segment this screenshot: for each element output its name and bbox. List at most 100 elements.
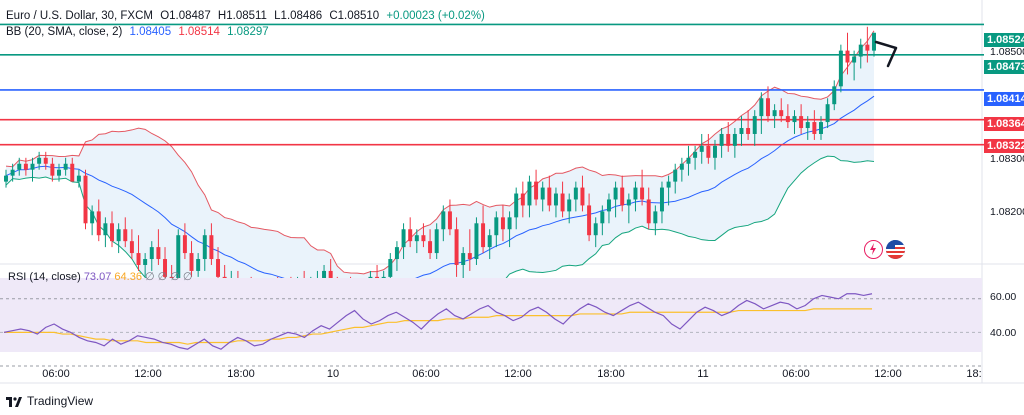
candle-body bbox=[123, 229, 128, 242]
candle-body bbox=[196, 259, 201, 271]
candle-body bbox=[587, 205, 592, 236]
price-axis-label: 1.08500 bbox=[990, 46, 1024, 58]
price-badge-support-2: 1.08322 bbox=[984, 139, 1024, 153]
candle-body bbox=[792, 116, 797, 123]
bb-upper-value: 1.08514 bbox=[178, 26, 220, 38]
candle-body bbox=[872, 32, 876, 51]
candle-body bbox=[50, 163, 55, 176]
candle-body bbox=[805, 122, 810, 129]
candle-body bbox=[4, 175, 8, 182]
candle-body bbox=[825, 104, 830, 123]
rsi-axis-label: 40.00 bbox=[990, 327, 1017, 339]
rsi-band bbox=[0, 278, 982, 352]
price-badge-resistance: 1.08473 bbox=[984, 60, 1024, 74]
candle-body bbox=[447, 211, 452, 230]
candle-body bbox=[560, 193, 565, 212]
candle-body bbox=[37, 157, 42, 164]
candle-body bbox=[136, 253, 141, 265]
candle-body bbox=[567, 199, 572, 212]
candle-body bbox=[772, 110, 777, 117]
candle-body bbox=[129, 241, 134, 254]
candle-body bbox=[401, 229, 406, 248]
candle-body bbox=[540, 187, 545, 200]
candle-body bbox=[149, 247, 154, 260]
candle-body bbox=[799, 116, 804, 129]
time-axis-label: 06:00 bbox=[42, 368, 70, 380]
time-axis-label: 06:00 bbox=[412, 368, 440, 380]
candle-body bbox=[613, 187, 618, 200]
candle-body bbox=[110, 223, 115, 242]
candle-body bbox=[481, 223, 486, 248]
candle-body bbox=[434, 229, 439, 254]
bb-fill bbox=[6, 30, 874, 324]
candle-body bbox=[746, 128, 751, 134]
rsi-axis-label: 60.00 bbox=[990, 291, 1017, 303]
time-axis-label: 10 bbox=[326, 368, 340, 380]
candle-body bbox=[494, 217, 499, 236]
candle-body bbox=[23, 163, 28, 170]
candle-body bbox=[487, 235, 492, 248]
price-badge-top: 1.08524 bbox=[984, 33, 1024, 47]
candle-body bbox=[520, 193, 525, 206]
candle-body bbox=[852, 56, 857, 63]
rsi-value: 73.07 bbox=[83, 271, 112, 283]
bb-lower-value: 1.08297 bbox=[227, 26, 269, 38]
time-axis-label: 18:00 bbox=[227, 368, 255, 380]
candle-body bbox=[454, 229, 459, 265]
time-axis-label: 11 bbox=[697, 368, 709, 380]
candle-body bbox=[143, 259, 148, 265]
candle-body bbox=[547, 187, 552, 206]
close-value: C1.08510 bbox=[329, 10, 380, 22]
rsi-ma-value: 64.36 bbox=[114, 271, 142, 283]
candle-body bbox=[414, 235, 419, 242]
candle-body bbox=[679, 163, 684, 170]
price-badge-pivot: 1.08414 bbox=[984, 92, 1024, 106]
symbol-legend: Euro / U.S. Dollar, 30, FXCM O1.08487 H1… bbox=[6, 10, 489, 22]
candle-body bbox=[573, 187, 578, 200]
rsi-label[interactable]: RSI (14, close) bbox=[8, 271, 81, 283]
arrow-annotation bbox=[874, 40, 898, 68]
candle-body bbox=[812, 122, 817, 134]
candle-body bbox=[461, 253, 466, 265]
candle-body bbox=[474, 223, 479, 260]
candle-body bbox=[653, 211, 658, 224]
candle-body bbox=[507, 217, 512, 230]
candle-body bbox=[686, 157, 691, 164]
rsi-placeholders: ∅ ∅ ∅ ∅ bbox=[145, 271, 193, 283]
tradingview-logo[interactable]: TradingView bbox=[6, 394, 93, 408]
rsi-ma-line bbox=[4, 308, 872, 345]
candle-body bbox=[534, 181, 539, 200]
candle-body bbox=[699, 145, 704, 152]
bb-legend: BB (20, SMA, close, 2) 1.08405 1.08514 1… bbox=[6, 26, 273, 38]
candle-body bbox=[163, 259, 168, 277]
us-flag-icon[interactable] bbox=[886, 240, 905, 259]
candle-body bbox=[428, 241, 433, 254]
time-axis-label: 06:00 bbox=[782, 368, 810, 380]
candle-body bbox=[43, 157, 48, 164]
candle-body bbox=[527, 181, 532, 206]
candle-body bbox=[514, 193, 519, 218]
candle-body bbox=[832, 86, 837, 105]
rsi-legend: RSI (14, close) 73.07 64.36 ∅ ∅ ∅ ∅ bbox=[8, 270, 193, 283]
candle-body bbox=[76, 175, 81, 182]
candle-body bbox=[693, 151, 698, 158]
candle-body bbox=[83, 175, 88, 224]
price-badge-support-1: 1.08364 bbox=[984, 117, 1024, 131]
candle-body bbox=[553, 193, 558, 206]
candle-body bbox=[640, 187, 645, 200]
candle-body bbox=[779, 110, 784, 117]
candle-body bbox=[845, 50, 850, 63]
candle-body bbox=[388, 259, 393, 277]
candle-body bbox=[176, 235, 181, 289]
candle-body bbox=[63, 163, 68, 170]
low-value: L1.08486 bbox=[274, 10, 323, 22]
candle-body bbox=[600, 211, 605, 224]
symbol-title[interactable]: Euro / U.S. Dollar, 30, FXCM bbox=[6, 10, 153, 22]
change-value: +0.00023 (+0.02%) bbox=[386, 10, 485, 22]
time-axis-label: 12:00 bbox=[134, 368, 162, 380]
candle-body bbox=[103, 223, 108, 236]
lightning-icon[interactable] bbox=[864, 240, 883, 259]
bb-label[interactable]: BB (20, SMA, close, 2) bbox=[6, 26, 123, 38]
candle-body bbox=[421, 235, 426, 242]
